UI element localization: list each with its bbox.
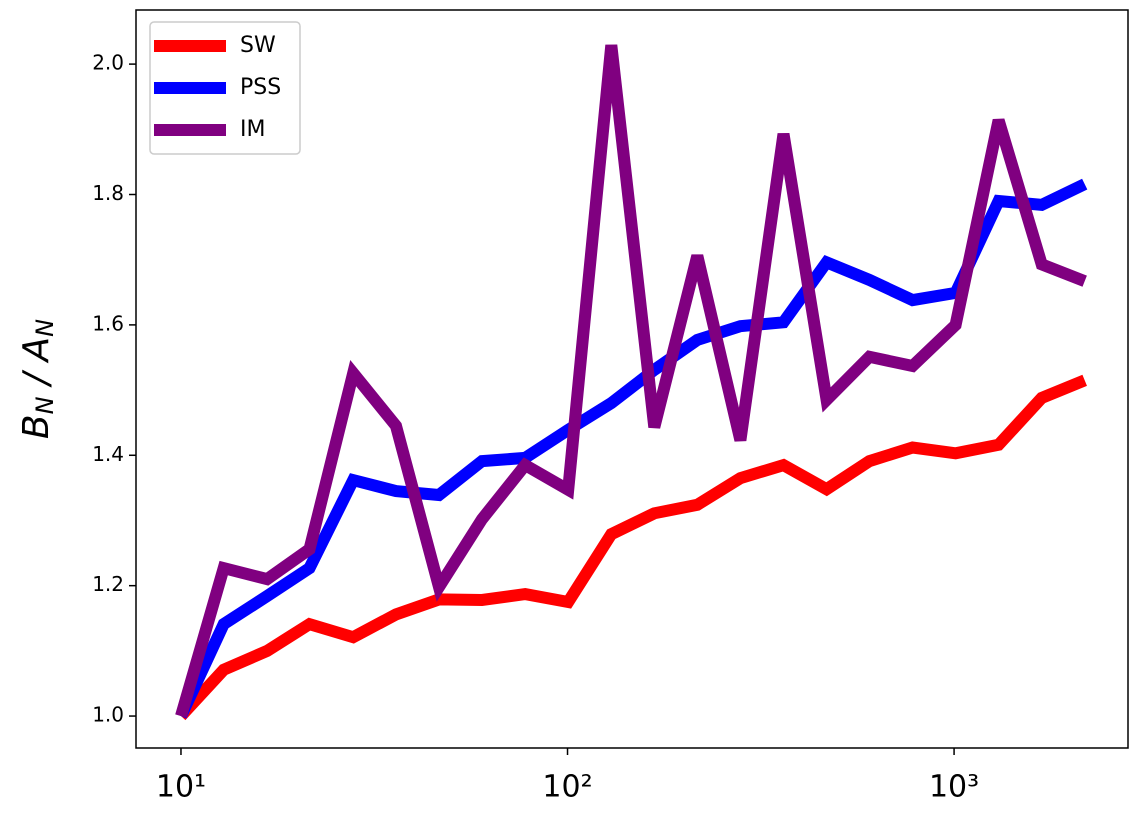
y-tick-label: 1.8 xyxy=(92,181,124,205)
legend-label: SW xyxy=(240,33,276,58)
legend-label: PSS xyxy=(240,75,281,100)
y-tick-label: 1.6 xyxy=(92,311,124,335)
y-tick-label: 1.0 xyxy=(92,703,124,727)
line-series xyxy=(175,178,1088,719)
y-axis-label: BN / AN xyxy=(16,319,59,439)
legend: SW PSS IM xyxy=(149,21,301,155)
axes-frame xyxy=(135,9,1129,749)
y-tick-label: 1.4 xyxy=(92,442,124,466)
y-tick-label: 1.2 xyxy=(92,572,124,596)
x-tick-label: 10¹ xyxy=(156,770,206,805)
y-tick-label: 2.0 xyxy=(92,51,124,75)
line-series xyxy=(175,44,1087,718)
line-series xyxy=(176,374,1087,721)
legend-label: IM xyxy=(240,117,265,142)
x-tick-label: 10² xyxy=(542,770,592,805)
x-tick-label: 10³ xyxy=(929,770,979,805)
